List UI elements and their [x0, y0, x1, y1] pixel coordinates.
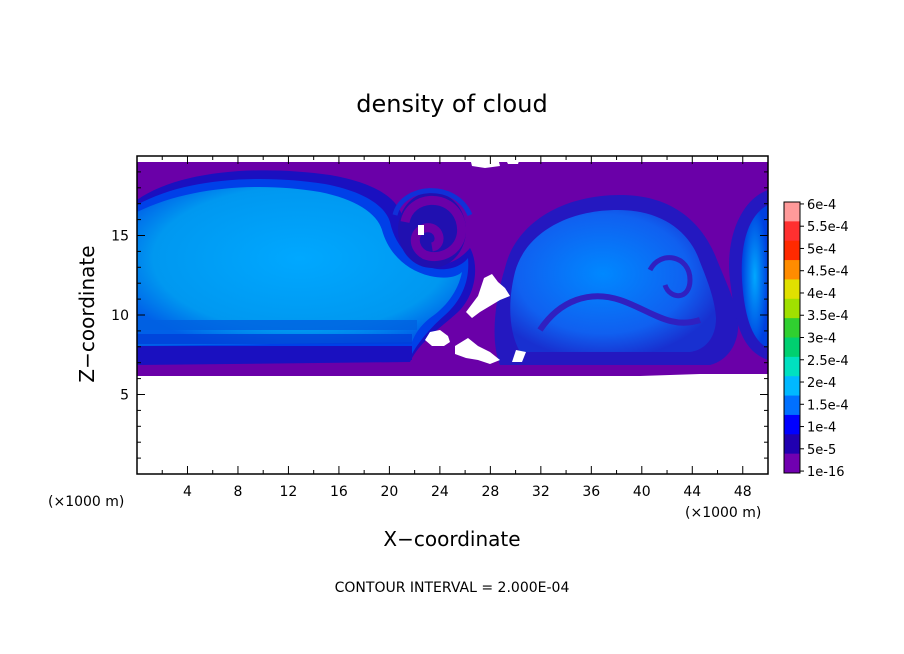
x-axis-label: X−coordinate: [383, 527, 520, 551]
colorbar: 6e-4 5.5e-4 5e-4 4.5e-4 4e-4 3.5e-4 3e-4 2.5e-4…: [783, 198, 849, 480]
x-tick-label: 24: [431, 484, 449, 500]
colorbar-swatch: [784, 221, 800, 242]
colorbar-swatch: [784, 279, 800, 300]
x-tick-label: 48: [734, 484, 752, 500]
cloud-left-band-1: [137, 320, 417, 330]
colorbar-label: 5e-5: [807, 443, 836, 458]
x-tick-label: 36: [582, 484, 600, 500]
cloud-right-edge-core: [741, 205, 768, 348]
y-tick-label: 5: [120, 388, 129, 404]
y-axis: 5 10 15: [111, 171, 768, 459]
x-unit-label-left: (×1000 m): [48, 494, 124, 510]
colorbar-label: 4e-4: [807, 287, 836, 302]
colorbar-swatch: [784, 337, 800, 358]
clear-lower-region: [137, 374, 768, 474]
colorbar-swatch: [784, 356, 800, 377]
y-axis-label: Z−coordinate: [75, 245, 99, 382]
colorbar-swatch: [784, 376, 800, 397]
chart-title: density of cloud: [356, 90, 547, 118]
colorbar-label: 1.5e-4: [807, 398, 849, 413]
swirl-vortex: [392, 188, 473, 268]
x-tick-label: 4: [183, 484, 192, 500]
y-tick-label: 10: [111, 308, 129, 324]
x-tick-label: 20: [380, 484, 398, 500]
cloud-field: [137, 156, 768, 474]
colorbar-swatch: [784, 395, 800, 416]
x-tick-label: 40: [633, 484, 651, 500]
colorbar-swatch: [784, 260, 800, 280]
x-tick-label: 32: [532, 484, 550, 500]
colorbar-label: 2.5e-4: [807, 354, 849, 369]
colorbar-label: 1e-16: [807, 465, 845, 480]
x-axis: 4 8 12 16 20 24 28 32 36 40 44 48: [161, 156, 752, 500]
cloud-left-core: [137, 186, 462, 346]
x-unit-label-right: (×1000 m): [685, 505, 761, 521]
contour-interval-note: CONTOUR INTERVAL = 2.000E-04: [335, 580, 570, 596]
cloud-right-channel: [537, 293, 701, 332]
cloud-right-swirl: [647, 255, 693, 299]
colorbar-label: 2e-4: [807, 376, 836, 391]
colorbar-swatch: [784, 434, 800, 455]
x-tick-label: 28: [481, 484, 499, 500]
x-tick-label: 44: [683, 484, 701, 500]
colorbar-label: 5.5e-4: [807, 220, 849, 235]
colorbar-swatch: [784, 453, 800, 474]
colorbar-swatch: [784, 318, 800, 338]
colorbar-swatch: [784, 202, 800, 222]
colorbar-swatch: [784, 240, 800, 261]
colorbar-label: 3.5e-4: [807, 309, 849, 324]
clear-top-strip: [137, 156, 768, 162]
x-tick-label: 16: [330, 484, 348, 500]
colorbar-label: 6e-4: [807, 198, 836, 213]
colorbar-label: 5e-4: [807, 242, 836, 257]
colorbar-label: 4.5e-4: [807, 265, 849, 280]
cloud-left-band-2: [137, 334, 412, 344]
colorbar-swatch: [784, 298, 800, 319]
colorbar-label: 1e-4: [807, 421, 836, 436]
x-tick-label: 12: [280, 484, 298, 500]
y-tick-label: 15: [111, 229, 129, 245]
cloud-left-band-3: [137, 346, 412, 360]
x-tick-label: 8: [233, 484, 242, 500]
colorbar-label: 3e-4: [807, 332, 836, 347]
colorbar-swatch: [784, 414, 800, 435]
